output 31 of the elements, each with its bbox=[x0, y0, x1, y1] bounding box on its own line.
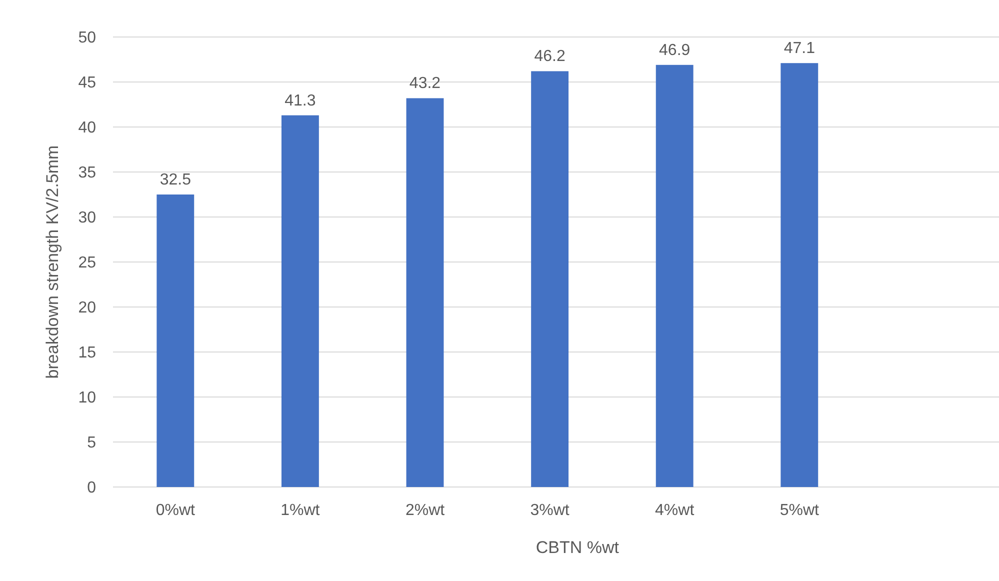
data-label: 47.1 bbox=[784, 40, 816, 58]
x-axis-title: CBTN %wt bbox=[536, 538, 620, 557]
y-axis-title: breakdown strength KV/2.5mm bbox=[43, 145, 62, 379]
y-tick-label: 20 bbox=[78, 300, 96, 317]
x-tick-label: 1%wt bbox=[280, 502, 320, 519]
bar bbox=[406, 98, 444, 487]
y-tick-label: 45 bbox=[78, 74, 96, 92]
x-tick-label: 5%wt bbox=[780, 502, 820, 519]
y-tick-label: 50 bbox=[78, 30, 96, 47]
y-tick-label: 15 bbox=[78, 344, 96, 362]
bar bbox=[780, 63, 818, 487]
y-tick-label: 10 bbox=[78, 390, 96, 407]
data-label: 46.2 bbox=[534, 48, 566, 66]
y-tick-label: 35 bbox=[78, 164, 96, 182]
data-label: 43.2 bbox=[409, 75, 441, 92]
x-tick-label: 0%wt bbox=[156, 502, 196, 519]
x-tick-label: 4%wt bbox=[655, 502, 695, 519]
x-tick-label: 3%wt bbox=[530, 502, 570, 519]
y-tick-label: 40 bbox=[78, 120, 96, 137]
y-tick-label: 5 bbox=[87, 434, 96, 452]
y-tick-label: 30 bbox=[78, 210, 96, 227]
data-label: 32.5 bbox=[160, 172, 192, 188]
bar bbox=[656, 64, 694, 487]
y-tick-label: 25 bbox=[78, 254, 96, 272]
data-label: 41.3 bbox=[284, 92, 316, 110]
bar bbox=[156, 194, 194, 487]
bar bbox=[281, 115, 319, 487]
bar bbox=[531, 71, 569, 487]
y-tick-label: 0 bbox=[87, 480, 96, 497]
data-label: 46.9 bbox=[659, 42, 690, 59]
x-tick-label: 2%wt bbox=[405, 502, 446, 519]
